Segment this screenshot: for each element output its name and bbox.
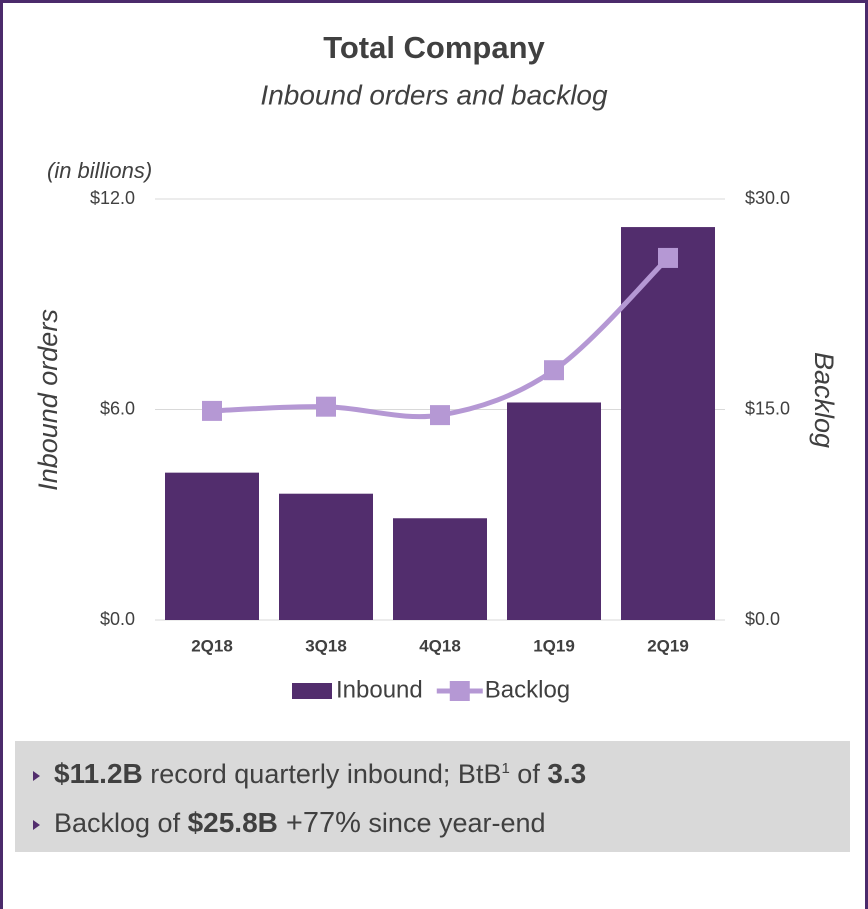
chart-subtitle: Inbound orders and backlog — [260, 79, 608, 110]
legend-label: Inbound — [336, 676, 423, 703]
bar — [621, 227, 715, 621]
x-tick-label: 2Q18 — [191, 636, 233, 655]
marker — [202, 400, 222, 421]
bar — [279, 493, 373, 620]
legend-label: Backlog — [485, 676, 570, 703]
y2-tick-label: $0.0 — [745, 609, 780, 629]
chart: Total Company Inbound orders and backlog… — [33, 30, 839, 703]
y-tick-label: $6.0 — [100, 398, 135, 418]
note-bullet: $11.2B record quarterly inbound; BtB1 of… — [33, 749, 850, 798]
bar — [165, 472, 259, 620]
note-text: since year-end — [360, 808, 546, 838]
y-axis-label: Inbound orders — [33, 309, 63, 491]
x-tick-label: 1Q19 — [533, 636, 575, 655]
y2-axis-label: Backlog — [809, 352, 839, 448]
note-text: Backlog of — [54, 808, 188, 838]
note-text: $25.8B — [187, 807, 278, 838]
x-tick-label: 2Q19 — [647, 636, 689, 655]
note-bullet: Backlog of $25.8B +77% since year-end — [33, 798, 850, 847]
line — [211, 256, 670, 420]
y-tick-label: $0.0 — [100, 609, 135, 629]
marker — [544, 360, 564, 381]
legend-swatch — [292, 683, 332, 699]
chart-title: Total Company — [323, 30, 545, 65]
unit-note: (in billions) — [47, 158, 152, 183]
note-text: +77% — [277, 807, 361, 839]
legend-marker — [449, 681, 470, 701]
note-text: $11.2B — [54, 758, 143, 789]
x-tick-label: 4Q18 — [419, 636, 461, 655]
note-text: of — [509, 759, 548, 789]
y-tick-label: $12.0 — [90, 188, 135, 208]
note-text: 1 — [501, 760, 510, 777]
bar — [507, 402, 601, 620]
marker — [658, 247, 678, 268]
y2-tick-label: $30.0 — [745, 188, 790, 208]
marker — [316, 396, 336, 417]
notes-panel: $11.2B record quarterly inbound; BtB1 of… — [15, 741, 850, 852]
bar — [393, 518, 487, 620]
y2-tick-label: $15.0 — [745, 398, 790, 418]
marker — [430, 405, 450, 426]
x-tick-label: 3Q18 — [305, 636, 347, 655]
note-text: record quarterly inbound; BtB — [142, 759, 502, 789]
note-text: 3.3 — [547, 758, 587, 789]
